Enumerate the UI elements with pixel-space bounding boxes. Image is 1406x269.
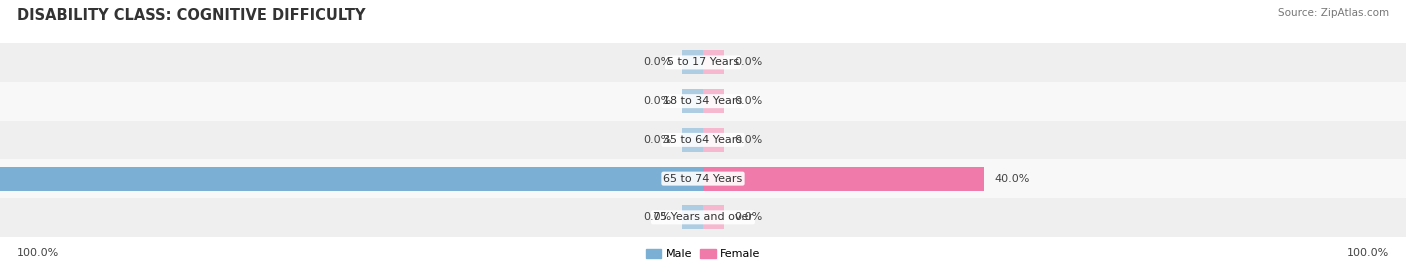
Bar — [682, 128, 703, 152]
Text: 75 Years and over: 75 Years and over — [652, 212, 754, 222]
Text: 40.0%: 40.0% — [995, 174, 1031, 184]
Bar — [703, 89, 724, 113]
Bar — [0, 43, 1406, 82]
Text: 18 to 34 Years: 18 to 34 Years — [664, 96, 742, 106]
Bar — [703, 128, 724, 152]
Text: 35 to 64 Years: 35 to 64 Years — [664, 135, 742, 145]
Text: 5 to 17 Years: 5 to 17 Years — [666, 57, 740, 68]
Bar — [0, 167, 703, 191]
Legend: Male, Female: Male, Female — [641, 244, 765, 263]
Text: 0.0%: 0.0% — [734, 135, 763, 145]
Text: 0.0%: 0.0% — [643, 212, 672, 222]
Text: DISABILITY CLASS: COGNITIVE DIFFICULTY: DISABILITY CLASS: COGNITIVE DIFFICULTY — [17, 8, 366, 23]
Text: Source: ZipAtlas.com: Source: ZipAtlas.com — [1278, 8, 1389, 18]
Bar — [703, 205, 724, 229]
Text: 0.0%: 0.0% — [643, 57, 672, 68]
Bar — [703, 50, 724, 75]
Text: 100.0%: 100.0% — [1347, 248, 1389, 258]
Text: 0.0%: 0.0% — [734, 96, 763, 106]
Bar — [0, 121, 1406, 159]
Text: 0.0%: 0.0% — [643, 135, 672, 145]
Bar — [0, 198, 1406, 237]
Text: 65 to 74 Years: 65 to 74 Years — [664, 174, 742, 184]
Bar — [0, 82, 1406, 121]
Text: 0.0%: 0.0% — [734, 57, 763, 68]
Text: 0.0%: 0.0% — [643, 96, 672, 106]
Bar — [703, 167, 984, 191]
Bar — [682, 205, 703, 229]
Bar — [682, 89, 703, 113]
Bar — [0, 159, 1406, 198]
Text: 100.0%: 100.0% — [17, 248, 59, 258]
Text: 0.0%: 0.0% — [734, 212, 763, 222]
Bar — [682, 50, 703, 75]
